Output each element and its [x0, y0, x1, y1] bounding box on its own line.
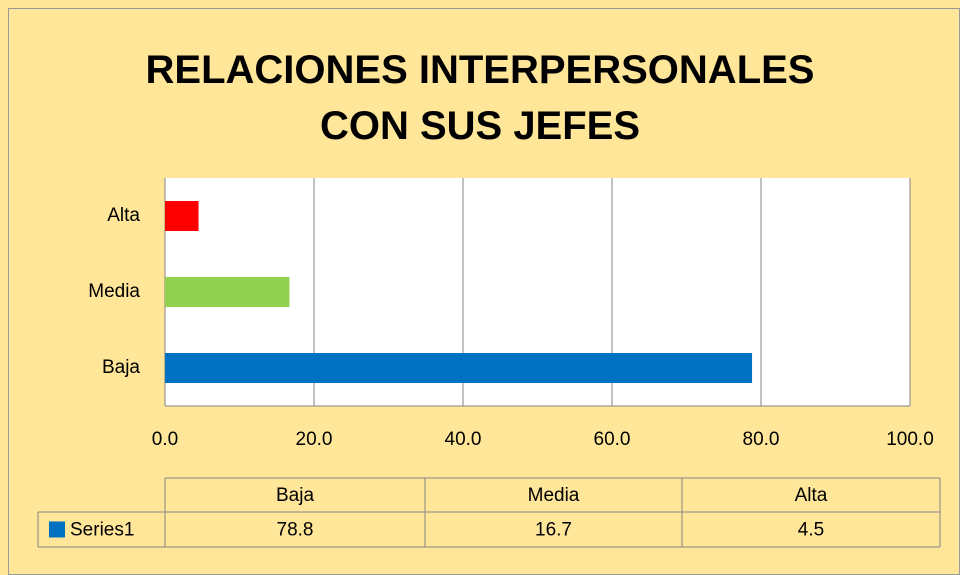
- x-tick-label: 0.0: [152, 429, 178, 450]
- bar: [165, 201, 199, 231]
- x-tick-label: 20.0: [296, 429, 333, 450]
- y-tick-label: Media: [88, 281, 140, 302]
- x-tick-label: 60.0: [594, 429, 631, 450]
- chart-title: RELACIONES INTERPERSONALES CON SUS JEFES: [145, 48, 815, 148]
- table-header: Media: [528, 485, 580, 506]
- table-header: Baja: [276, 485, 314, 506]
- y-tick-label: Baja: [102, 357, 140, 378]
- x-tick-label: 80.0: [743, 429, 780, 450]
- legend-label: Series1: [70, 520, 134, 541]
- bar: [165, 353, 753, 383]
- x-tick-label: 40.0: [445, 429, 482, 450]
- table-value: 4.5: [798, 520, 824, 541]
- table-value: 16.7: [535, 520, 572, 541]
- bar: [165, 277, 290, 307]
- y-tick-label: Alta: [107, 205, 140, 226]
- legend-swatch: [49, 521, 65, 538]
- table-header: Alta: [795, 485, 828, 506]
- x-tick-label: 100.0: [886, 429, 934, 450]
- table-value: 78.8: [277, 520, 314, 541]
